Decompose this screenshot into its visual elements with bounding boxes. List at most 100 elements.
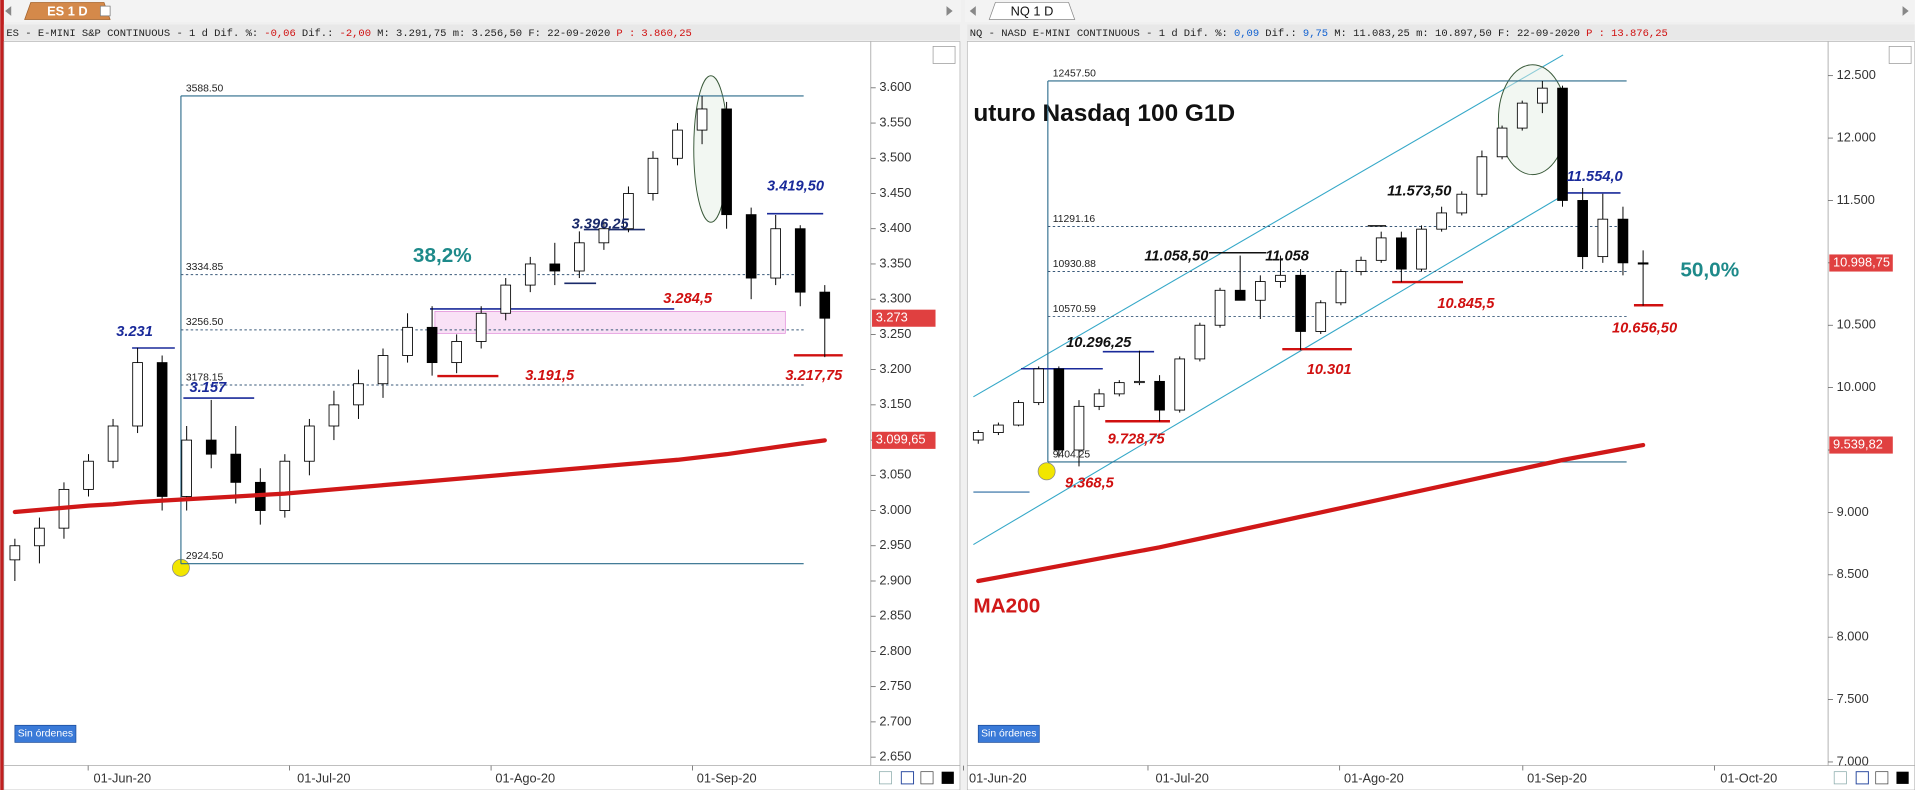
price-tag-label: 9.539,82: [1833, 436, 1883, 451]
x-tick-label: 01-Jul-20: [1155, 770, 1208, 785]
marker-dot: [1037, 462, 1056, 481]
candle-body: [353, 383, 364, 406]
annotation: 11.058,50: [1144, 248, 1208, 264]
candle-body: [1214, 289, 1226, 326]
level-label: 2924.50: [186, 551, 224, 562]
tool-icon[interactable]: [1833, 771, 1847, 785]
y-tick-label: 10.500: [1837, 317, 1876, 332]
annotation: 3.231: [116, 324, 153, 340]
candle-body: [1617, 218, 1629, 264]
status-label[interactable]: Sin órdenes: [18, 729, 73, 740]
y-tick-label: 3.200: [879, 361, 911, 376]
x-tick-label: 01-Ago-20: [1344, 770, 1404, 785]
level-label: 12457.50: [1053, 68, 1096, 79]
tool-icon[interactable]: [1875, 771, 1889, 785]
candle-body: [574, 242, 585, 272]
ma-line: [976, 442, 1646, 584]
candle-body: [34, 527, 45, 547]
header-segment: 9,75: [1303, 28, 1328, 40]
candle-body: [1033, 368, 1045, 404]
tool-icon[interactable]: [900, 771, 915, 785]
tab-close[interactable]: [99, 5, 111, 17]
tab[interactable]: [988, 2, 1076, 20]
level-label: 9404.25: [1053, 449, 1091, 460]
y-tick-label: 2.750: [879, 678, 911, 693]
header-segment: 13.876,25: [1611, 28, 1668, 40]
level-label: 11291.16: [1053, 214, 1096, 225]
panel-button[interactable]: [1888, 46, 1912, 64]
header-text: ES - E-MINI S&P CONTINUOUS - 1 d Dif. %: -…: [6, 28, 692, 40]
header-segment: M: 3.291,75 m: 3.256,50 F: 22-09-2020: [377, 28, 610, 40]
status-button[interactable]: [977, 724, 1040, 743]
tool-icon[interactable]: [878, 771, 892, 785]
header-segment: Dif.:: [1265, 28, 1297, 40]
candle-body: [1113, 382, 1125, 395]
status-button[interactable]: [14, 724, 77, 743]
candle-body: [1355, 259, 1367, 273]
annotation: 9.368,5: [1065, 475, 1115, 491]
candle-body: [426, 326, 438, 364]
candle-body: [549, 263, 561, 272]
annotation: 3.157: [189, 380, 226, 396]
y-tick-label: 3.050: [879, 467, 911, 482]
y-tick-label: 3.000: [879, 502, 911, 517]
price-tag-label: 10.998,75: [1833, 254, 1890, 269]
tool-icon[interactable]: [941, 771, 954, 784]
panel-button[interactable]: [932, 46, 956, 64]
candle-body: [402, 326, 413, 356]
level-label: 3334.85: [186, 262, 224, 273]
y-tick-label: 8.000: [1837, 629, 1869, 644]
header-segment: P :: [616, 28, 635, 40]
channel-line: [973, 54, 1564, 398]
candle-body: [181, 439, 192, 497]
header-segment: NQ - NASD E-MINI CONTINUOUS - 1 d: [970, 28, 1178, 40]
candle-body: [672, 129, 683, 159]
candle-body: [1456, 193, 1468, 214]
candle-body: [1174, 358, 1186, 411]
status-label[interactable]: Sin órdenes: [981, 729, 1036, 740]
active-border: [0, 0, 4, 790]
x-tick-label: 01-Jun-20: [93, 770, 151, 785]
candle-body: [83, 460, 94, 490]
tool-icon[interactable]: [1896, 771, 1909, 784]
annotation: 10.296,25: [1066, 335, 1132, 351]
candle-body: [1073, 405, 1085, 451]
level-label: 10570.59: [1053, 304, 1096, 315]
scroll-left[interactable]: [5, 6, 12, 16]
y-tick-label: 11.500: [1837, 192, 1875, 207]
annotation: 3.191,5: [525, 368, 575, 384]
candle-body: [647, 157, 659, 194]
annotation: 38,2%: [413, 244, 472, 267]
tab[interactable]: [24, 2, 111, 20]
scroll-right[interactable]: [1902, 6, 1909, 16]
candle-body: [1255, 281, 1266, 301]
y-tick-label: 10.000: [1837, 379, 1876, 394]
tab-label[interactable]: NQ 1 D: [1011, 4, 1054, 19]
x-tick-label: 01-Sep-20: [697, 770, 757, 785]
annotation: 50,0%: [1680, 259, 1739, 282]
y-tick-label: 3.150: [879, 396, 911, 411]
level-label: 3256.50: [186, 317, 224, 328]
annotation: 9.728,75: [1108, 431, 1166, 447]
x-tick-label: 01-Jul-20: [297, 770, 350, 785]
candle-body: [1476, 156, 1488, 195]
annotation: 11.554,0: [1567, 169, 1623, 185]
scroll-right[interactable]: [946, 6, 953, 16]
tool-icon[interactable]: [1855, 771, 1869, 785]
scroll-left[interactable]: [969, 6, 976, 16]
candle-body: [745, 214, 757, 279]
tab-label[interactable]: ES 1 D: [47, 4, 88, 19]
tool-icon[interactable]: [920, 771, 934, 785]
chart-title: uturo Nasdaq 100 G1D: [973, 100, 1235, 127]
channel-line: [973, 194, 1564, 546]
candle-body: [1577, 200, 1588, 258]
header-segment: P :: [1586, 28, 1605, 40]
header-segment: M: 11.083,25 m: 10.897,50 F: 22-09-2020: [1334, 28, 1580, 40]
candle-body: [377, 355, 389, 385]
annotation: 10.301: [1307, 362, 1352, 378]
header-strip: [967, 24, 1915, 41]
candles: [9, 95, 831, 581]
candle-body: [475, 312, 487, 342]
level-label: 3588.50: [186, 83, 224, 94]
annotation: 3.284,5: [663, 291, 713, 307]
